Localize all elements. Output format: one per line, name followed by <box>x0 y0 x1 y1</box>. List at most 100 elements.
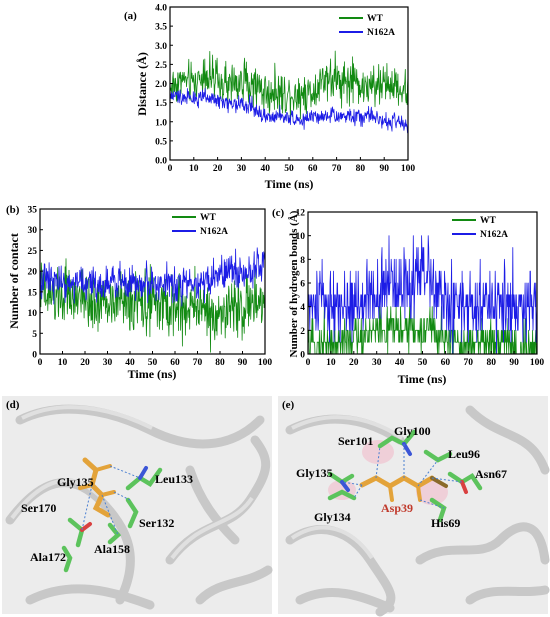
legend-label-n162a-c: N162A <box>480 230 508 240</box>
ligand-sticks-d <box>78 457 116 518</box>
y-tick-label-b-6: 30 <box>28 226 38 236</box>
x-tick-label-a-8: 80 <box>356 164 366 174</box>
residue-label-d-2: Ser170 <box>21 501 56 515</box>
x-tick-label-a-3: 30 <box>237 164 247 174</box>
y-tick-label-b-2: 10 <box>28 309 38 319</box>
y-tick-label-a-5: 2.5 <box>155 61 167 71</box>
panel-label-d: (d) <box>6 399 20 411</box>
y-tick-label-a-4: 2.0 <box>155 80 167 90</box>
legend-a: WT N162A <box>339 14 395 38</box>
x-tick-label-b-6: 60 <box>170 358 180 368</box>
residue-label-e-3: Asn67 <box>475 467 507 481</box>
x-axis-label-a: Time (ns) <box>265 177 314 191</box>
x-tick-label-b-2: 20 <box>80 358 90 368</box>
x-tick-label-a-2: 20 <box>213 164 223 174</box>
y-tick-label-a-3: 1.5 <box>155 99 167 109</box>
x-axis-label-c: Time (ns) <box>398 372 447 386</box>
x-tick-label-c-2: 20 <box>349 358 359 368</box>
series-layer-a <box>170 50 408 134</box>
x-tick-label-c-4: 40 <box>395 358 405 368</box>
y-tick-label-a-2: 1.0 <box>155 118 167 128</box>
y-tick-label-b-1: 5 <box>32 330 37 340</box>
y-axis-label-a: Distance (Å) <box>135 52 149 116</box>
legend-label-n162a-a: N162A <box>367 28 395 38</box>
y-tick-label-a-6: 3.0 <box>155 42 167 52</box>
residue-label-e-2: Leu96 <box>448 447 480 461</box>
legend-c: WT N162A <box>452 216 508 240</box>
x-tick-label-b-4: 40 <box>125 358 135 368</box>
x-tick-label-a-4: 40 <box>260 164 270 174</box>
legend-label-n162a-b: N162A <box>200 227 228 237</box>
legend-label-wt-c: WT <box>480 216 497 226</box>
y-tick-label-b-5: 25 <box>28 247 38 257</box>
series-line-a-0 <box>170 50 408 121</box>
y-tick-label-a-1: 0.5 <box>155 137 167 147</box>
hbond-lines-e <box>341 444 463 509</box>
x-tick-label-c-6: 60 <box>441 358 451 368</box>
x-tick-label-a-9: 90 <box>379 164 389 174</box>
x-tick-label-c-7: 70 <box>464 358 474 368</box>
x-tick-label-b-5: 50 <box>148 358 158 368</box>
residue-label-e-1: Ser101 <box>338 434 373 448</box>
x-tick-label-b-8: 80 <box>215 358 225 368</box>
y-tick-label-c-2: 4 <box>300 303 305 313</box>
residue-label-d-4: Ala158 <box>94 542 130 556</box>
residue-label-e-6: Asp39 <box>381 501 413 515</box>
x-tick-label-a-5: 50 <box>284 164 294 174</box>
legend-label-wt-a: WT <box>367 14 384 24</box>
ligand-sticks-e <box>359 475 448 502</box>
y-tick-label-b-3: 15 <box>28 288 38 298</box>
x-tick-label-c-5: 50 <box>418 358 428 368</box>
series-layer-c <box>308 235 537 354</box>
y-tick-label-c-6: 12 <box>296 209 306 219</box>
x-tick-label-c-3: 30 <box>372 358 382 368</box>
structure-d: (d) Gly135 Leu133 Ser170 Ser132 Ala158 A… <box>2 396 273 614</box>
legend-b: WT N162A <box>172 213 228 237</box>
chart-a: (a) 0 10 20 30 40 50 60 70 80 90 100 0.0 0.5 1.0 1.5 2.… <box>124 4 415 192</box>
ticks-a: 0 10 20 30 40 50 60 70 80 90 100 0.0 0.5 1.0 1.5 2.0 2.5… <box>155 4 415 175</box>
structure-background-d <box>2 396 272 614</box>
ribbon-highlights-d <box>10 405 254 560</box>
x-tick-label-b-1: 10 <box>58 358 68 368</box>
y-tick-label-c-3: 6 <box>300 280 305 290</box>
series-line-c-0 <box>308 306 537 354</box>
residue-label-d-5: Ala172 <box>30 550 66 564</box>
x-tick-label-b-10: 100 <box>258 358 273 368</box>
y-tick-label-a-7: 3.5 <box>155 23 167 33</box>
x-tick-label-a-0: 0 <box>168 164 173 174</box>
panel-label-a: (a) <box>124 10 137 22</box>
x-tick-label-b-7: 70 <box>193 358 203 368</box>
ribbon-highlights-e <box>290 415 404 560</box>
x-tick-label-b-3: 30 <box>103 358 113 368</box>
residue-label-e-0: Gly100 <box>394 424 431 438</box>
y-tick-label-c-1: 2 <box>300 327 305 337</box>
ticks-b: 0 10 20 30 40 50 60 70 80 90 100 0 5 10 15 20 25 30 35 <box>28 206 273 369</box>
x-tick-label-c-9: 90 <box>509 358 519 368</box>
y-tick-label-c-4: 8 <box>300 256 305 266</box>
residue-label-e-7: His69 <box>431 516 460 530</box>
x-axis-label-b: Time (ns) <box>128 367 177 381</box>
x-tick-label-a-10: 100 <box>401 164 416 174</box>
panel-label-b: (b) <box>6 204 20 216</box>
x-tick-label-a-6: 60 <box>308 164 318 174</box>
y-tick-label-a-8: 4.0 <box>155 4 167 14</box>
x-tick-label-a-7: 70 <box>332 164 342 174</box>
series-layer-b <box>40 247 265 353</box>
series-line-a-1 <box>170 87 408 134</box>
ticks-c: 0 10 20 30 40 50 60 70 80 90 100 0 2 4 6 8 10 12 <box>296 209 545 369</box>
panel-label-e: (e) <box>282 399 295 411</box>
legend-label-wt-b: WT <box>200 213 217 223</box>
y-tick-label-b-4: 20 <box>28 268 38 278</box>
y-tick-label-b-0: 0 <box>32 351 37 361</box>
x-tick-label-c-8: 80 <box>486 358 496 368</box>
hbond-lines-d <box>81 465 141 536</box>
residue-label-d-1: Leu133 <box>155 472 193 486</box>
structure-e: (e) Gly100 Ser101 Leu96 Asn67 Gly135 Gly… <box>278 396 550 617</box>
series-line-c-1 <box>308 235 537 354</box>
series-line-b-1 <box>40 247 265 307</box>
x-tick-label-a-1: 10 <box>189 164 199 174</box>
residue-sticks-d <box>61 466 163 573</box>
y-tick-label-b-7: 35 <box>28 206 38 216</box>
y-axis-label-b: Number of contact <box>7 233 21 329</box>
x-tick-label-b-9: 90 <box>238 358 248 368</box>
